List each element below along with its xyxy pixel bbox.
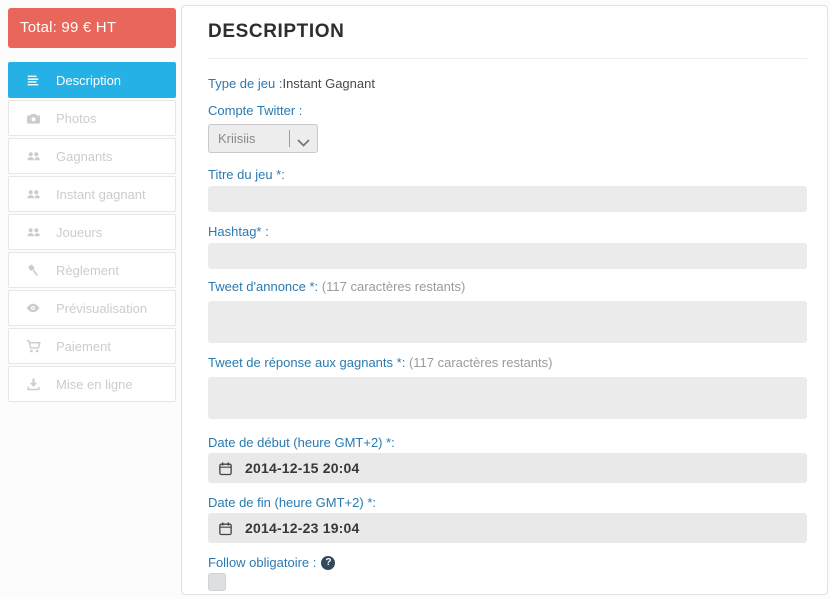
- game-type-value: Instant Gagnant: [282, 76, 375, 91]
- sidebar-item-label: Mise en ligne: [56, 376, 133, 392]
- twitter-account-selected: Kriisiis: [218, 131, 256, 146]
- announce-tweet-chars-hint: (117 caractères restants): [321, 279, 466, 294]
- announce-tweet-label: Tweet d'annonce *: (117 caractères resta…: [208, 279, 466, 294]
- sidebar-item-description[interactable]: Description: [8, 62, 176, 98]
- title-divider: [208, 58, 807, 59]
- start-date-value: 2014-12-15 20:04: [245, 460, 360, 476]
- gavel-icon: [25, 262, 41, 278]
- chevron-down-icon: [297, 135, 310, 146]
- list-icon: [25, 72, 41, 88]
- sidebar-item-label: Description: [56, 72, 122, 88]
- sidebar-item-label: Gagnants: [56, 148, 113, 164]
- hashtag-input[interactable]: [208, 243, 807, 269]
- sidebar-item-reglement[interactable]: Règlement: [8, 252, 176, 288]
- sidebar-item-mise-en-ligne[interactable]: Mise en ligne: [8, 366, 176, 402]
- upload-icon: [25, 376, 41, 392]
- follow-required-label: Follow obligatoire :: [208, 555, 317, 570]
- eye-icon: [25, 300, 41, 316]
- users-icon: [25, 224, 41, 240]
- calendar-icon: [218, 521, 233, 536]
- game-type-label: Type de jeu :: [208, 76, 283, 91]
- users-icon: [25, 186, 41, 202]
- game-title-label: Titre du jeu *:: [208, 167, 285, 182]
- winner-reply-textarea[interactable]: [208, 377, 807, 419]
- follow-required-checkbox[interactable]: [208, 573, 226, 591]
- sidebar-item-label: Paiement: [56, 338, 111, 354]
- sidebar: Description Photos Gagnants Instant gagn…: [8, 62, 176, 404]
- twitter-account-select[interactable]: Kriisiis: [208, 124, 318, 153]
- sidebar-item-gagnants[interactable]: Gagnants: [8, 138, 176, 174]
- hashtag-label: Hashtag* :: [208, 224, 269, 239]
- cart-icon: [25, 338, 41, 354]
- sidebar-item-joueurs[interactable]: Joueurs: [8, 214, 176, 250]
- camera-icon: [25, 110, 41, 126]
- description-panel: DESCRIPTION Type de jeu :Instant Gagnant…: [181, 5, 828, 595]
- winner-reply-label: Tweet de réponse aux gagnants *: (117 ca…: [208, 355, 553, 370]
- sidebar-item-label: Règlement: [56, 262, 119, 278]
- users-icon: [25, 148, 41, 164]
- sidebar-item-label: Photos: [56, 110, 97, 126]
- start-date-label: Date de début (heure GMT+2) *:: [208, 435, 395, 450]
- total-badge: Total: 99 € HT: [8, 8, 176, 48]
- end-date-input[interactable]: 2014-12-23 19:04: [208, 513, 807, 543]
- twitter-account-label: Compte Twitter :: [208, 103, 303, 118]
- calendar-icon: [218, 461, 233, 476]
- sidebar-item-instant-gagnant[interactable]: Instant gagnant: [8, 176, 176, 212]
- help-icon[interactable]: ?: [321, 555, 336, 570]
- start-date-input[interactable]: 2014-12-15 20:04: [208, 453, 807, 483]
- end-date-label: Date de fin (heure GMT+2) *:: [208, 495, 376, 510]
- sidebar-item-previsualisation[interactable]: Prévisualisation: [8, 290, 176, 326]
- winner-reply-chars-hint: (117 caractères restants): [408, 355, 553, 370]
- sidebar-item-label: Joueurs: [56, 224, 103, 240]
- announce-tweet-textarea[interactable]: [208, 301, 807, 343]
- select-divider: [289, 130, 290, 147]
- sidebar-item-label: Instant gagnant: [56, 186, 146, 202]
- sidebar-item-label: Prévisualisation: [56, 300, 148, 316]
- page-title: DESCRIPTION: [208, 21, 345, 42]
- sidebar-item-paiement[interactable]: Paiement: [8, 328, 176, 364]
- sidebar-item-photos[interactable]: Photos: [8, 100, 176, 136]
- end-date-value: 2014-12-23 19:04: [245, 520, 360, 536]
- game-title-input[interactable]: [208, 186, 807, 212]
